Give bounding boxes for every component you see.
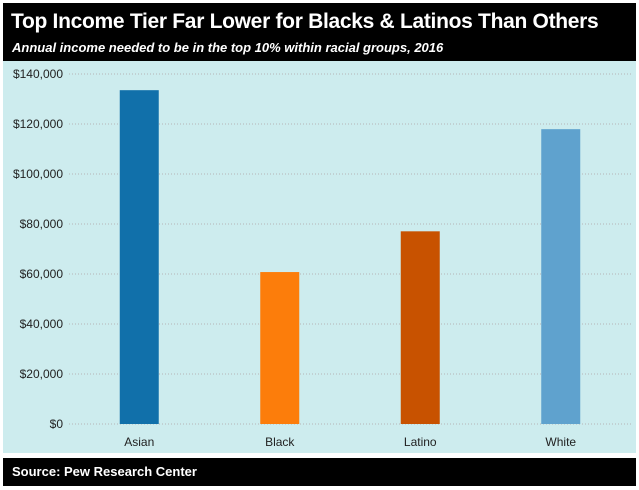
y-tick-label: $40,000 [20,317,64,331]
bars [119,90,581,425]
x-tick-label-asian: Asian [124,435,154,449]
bar-white [541,129,581,424]
bar-latino [400,231,440,424]
chart-subtitle: Annual income needed to be in the top 10… [12,40,444,55]
y-tick-label: $20,000 [20,367,64,381]
chart-footer: Source: Pew Research Center [3,458,636,486]
x-tick-label-latino: Latino [404,435,437,449]
y-tick-label: $100,000 [13,167,63,181]
y-tick-label: $60,000 [20,267,64,281]
y-tick-label: $0 [50,417,64,431]
y-tick-label: $120,000 [13,117,63,131]
bar-black [260,272,300,424]
source-note: Source: Pew Research Center [12,464,197,479]
chart-header: Top Income Tier Far Lower for Blacks & L… [3,3,636,61]
x-tick-label-white: White [545,435,576,449]
y-tick-label: $140,000 [13,67,63,81]
plot-area: $0 $20,000 $40,000 $60,000 $80,000 $100,000 $1… [3,61,636,453]
y-axis-ticks: $0 $20,000 $40,000 $60,000 $80,000 $100,000 $1… [13,67,63,431]
bar-asian [119,90,159,425]
bar-chart: $0 $20,000 $40,000 $60,000 $80,000 $100,000 $1… [13,67,631,449]
chart-title: Top Income Tier Far Lower for Blacks & L… [11,10,599,33]
y-tick-label: $80,000 [20,217,64,231]
gridlines [69,73,631,425]
x-tick-label-black: Black [265,435,295,449]
x-axis-labels: Asian Black Latino White [124,435,576,449]
